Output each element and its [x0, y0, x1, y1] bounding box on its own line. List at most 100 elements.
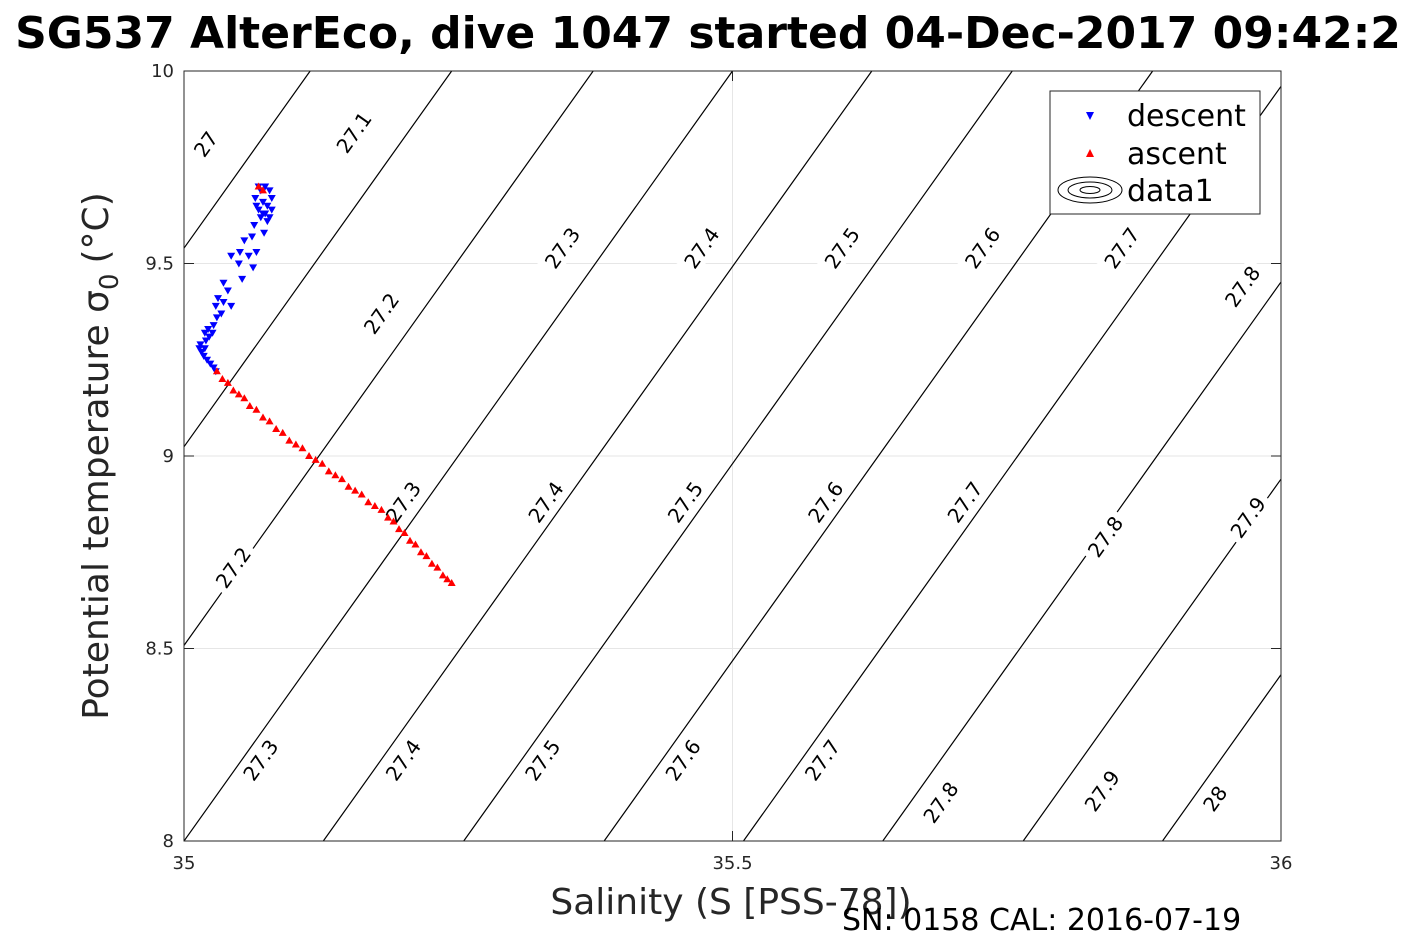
contour-label: 27.8 — [1217, 257, 1269, 316]
ascent-point — [438, 571, 447, 579]
y-tick-label: 8 — [163, 831, 174, 852]
descent-point — [199, 352, 208, 360]
descent-point — [252, 248, 261, 256]
contour-label: 27.7 — [797, 731, 848, 790]
contour-label: 27.6 — [957, 219, 1009, 278]
ascent-point — [298, 444, 307, 452]
legend-contour-icon — [1057, 176, 1123, 204]
descent-point — [214, 295, 223, 303]
legend-descent-label: descent — [1127, 99, 1246, 134]
ascent-point — [272, 425, 281, 433]
ascent-point — [416, 548, 425, 556]
descent-point — [227, 302, 236, 310]
contour-label-bg — [187, 124, 225, 164]
contour-line — [463, 71, 1013, 841]
ascent-point — [218, 375, 227, 382]
descent-point — [206, 360, 215, 368]
ascent-point — [258, 413, 267, 421]
contour-line — [322, 71, 873, 841]
descent-point — [267, 195, 276, 203]
contour-label: 27.9 — [1076, 761, 1128, 820]
contour-label-bg — [657, 731, 709, 790]
contour-label-bg — [328, 103, 380, 162]
descent-point — [258, 198, 267, 206]
ascent-point — [389, 517, 398, 525]
contour-label: 27.8 — [915, 773, 967, 832]
y-tick-label: 9 — [163, 446, 174, 467]
contour-label: 27.7 — [939, 473, 991, 532]
contour-label: 27.6 — [657, 731, 709, 790]
contour-label-bg — [235, 731, 287, 790]
ascent-point — [422, 552, 431, 560]
contour-label-bg — [1196, 779, 1234, 818]
descent-point — [227, 252, 236, 260]
svg-text:Potential temperature σ0(°C): Potential temperature σ0 (°C) — [76, 192, 125, 720]
ascent-point — [447, 579, 456, 587]
data-points — [195, 182, 456, 587]
ascent-point — [344, 482, 353, 490]
ascent-point — [370, 502, 379, 510]
contour-label: 27.6 — [800, 473, 852, 532]
contour-label-bg — [1217, 257, 1269, 316]
descent-point — [265, 187, 274, 195]
ascent-point — [411, 540, 420, 548]
descent-point — [204, 325, 213, 333]
ascent-point — [245, 401, 254, 409]
descent-point — [267, 206, 276, 214]
contour-label: 27.3 — [235, 731, 287, 790]
descent-point — [208, 329, 217, 337]
ascent-point — [331, 471, 340, 479]
contour-label-bg — [676, 219, 728, 278]
descent-point — [200, 345, 209, 353]
ascent-point — [291, 440, 300, 448]
descent-point — [217, 310, 226, 318]
ascent-point — [337, 475, 346, 483]
ascent-point — [433, 563, 442, 571]
contour-label: 27.4 — [377, 731, 429, 790]
y-tick-label: 8.5 — [145, 639, 174, 660]
contour-label: 27.3 — [377, 473, 429, 532]
ascent-point — [324, 467, 333, 475]
ascent-point — [252, 405, 261, 413]
chart-title: SG537 AlterEco, dive 1047 started 04-Dec… — [15, 8, 1401, 59]
descent-point — [219, 299, 228, 306]
contour-label-bg — [1080, 507, 1131, 566]
contour-label-bg — [1096, 219, 1148, 278]
y-axis-label-symbol: σ — [76, 290, 117, 313]
ascent-point — [318, 459, 327, 467]
descent-point — [251, 195, 260, 203]
descent-point — [249, 264, 258, 272]
contour-label: 27.2 — [356, 284, 407, 343]
contour-label-bg — [659, 473, 711, 532]
ascent-point — [364, 498, 373, 506]
contour-label-bg — [377, 473, 429, 532]
ascent-series — [212, 182, 456, 587]
contour-label-bg — [517, 731, 569, 790]
contour-line — [1162, 673, 1281, 841]
contour-line — [1022, 478, 1281, 841]
descent-point — [209, 364, 218, 372]
descent-point — [203, 356, 212, 364]
contour-label: 27.8 — [1080, 507, 1131, 566]
ascent-point — [285, 436, 294, 444]
descent-point — [265, 214, 274, 222]
contour-label: 27.4 — [676, 219, 728, 278]
ascent-point — [305, 452, 314, 459]
y-axis-label-unit: (°C) — [76, 192, 117, 263]
ascent-point — [377, 505, 386, 513]
ascent-point — [395, 525, 404, 533]
ascent-point — [351, 486, 360, 494]
legend-ascent-marker — [1086, 149, 1094, 157]
descent-point — [260, 229, 269, 237]
descent-point — [219, 279, 228, 287]
ascent-point — [240, 394, 249, 402]
descent-point — [195, 345, 204, 353]
contour-label-bg — [1222, 488, 1274, 547]
contour-label: 27.4 — [520, 473, 572, 532]
contour-label-bg — [537, 219, 588, 278]
y-axis-label-text: Potential temperature — [76, 324, 117, 719]
descent-series — [195, 183, 276, 376]
descent-point — [211, 302, 220, 310]
contour-line — [184, 71, 311, 250]
